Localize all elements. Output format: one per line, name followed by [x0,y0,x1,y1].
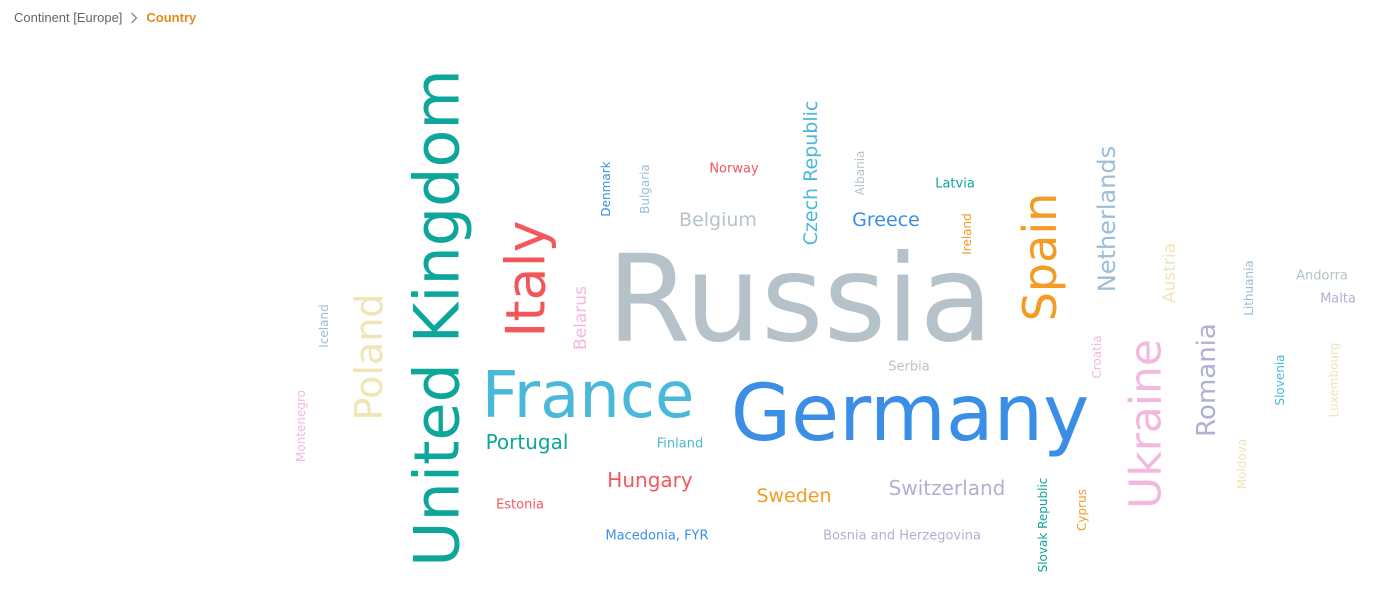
word-estonia[interactable]: Estonia [496,498,544,513]
word-slovenia[interactable]: Slovenia [1273,354,1287,405]
word-serbia[interactable]: Serbia [888,360,929,375]
word-ukraine[interactable]: Ukraine [1121,339,1172,509]
word-latvia[interactable]: Latvia [935,177,975,192]
breadcrumb: Continent [Europe] Country [14,10,196,25]
word-italy[interactable]: Italy [495,220,558,337]
word-cyprus[interactable]: Cyprus [1075,489,1089,531]
word-ireland[interactable]: Ireland [960,213,974,255]
word-romania[interactable]: Romania [1192,323,1222,437]
word-austria[interactable]: Austria [1160,243,1180,303]
word-malta[interactable]: Malta [1320,292,1356,307]
word-poland[interactable]: Poland [347,294,391,421]
word-croatia[interactable]: Croatia [1090,335,1104,378]
breadcrumb-parent-link[interactable]: Continent [Europe] [14,10,123,25]
word-switzerland[interactable]: Switzerland [889,476,1006,500]
word-bulgaria[interactable]: Bulgaria [638,164,652,214]
word-lithuania[interactable]: Lithuania [1242,260,1256,316]
breadcrumb-current: Country [146,10,197,25]
word-bosnia-and-herzegovina[interactable]: Bosnia and Herzegovina [823,529,981,544]
word-united-kingdom[interactable]: United Kingdom [401,69,474,567]
word-germany[interactable]: Germany [731,369,1090,459]
word-montenegro[interactable]: Montenegro [294,390,308,462]
chevron-right-icon [130,12,138,24]
word-albania[interactable]: Albania [853,151,867,196]
word-moldova[interactable]: Moldova [1235,439,1249,489]
word-sweden[interactable]: Sweden [756,485,831,507]
word-slovak-republic[interactable]: Slovak Republic [1036,478,1050,573]
word-portugal[interactable]: Portugal [486,430,569,454]
word-hungary[interactable]: Hungary [607,468,693,492]
word-denmark[interactable]: Denmark [599,161,613,216]
word-norway[interactable]: Norway [709,162,759,177]
word-belgium[interactable]: Belgium [679,209,757,231]
word-netherlands[interactable]: Netherlands [1093,146,1121,292]
word-iceland[interactable]: Iceland [317,304,331,347]
word-greece[interactable]: Greece [852,209,920,231]
word-andorra[interactable]: Andorra [1296,269,1348,284]
word-czech-republic[interactable]: Czech Republic [800,101,822,246]
word-luxembourg[interactable]: Luxembourg [1327,343,1341,418]
word-spain[interactable]: Spain [1013,193,1067,322]
word-france[interactable]: France [482,359,695,433]
word-belarus[interactable]: Belarus [571,286,591,350]
word-macedonia-fyr[interactable]: Macedonia, FYR [605,529,708,544]
word-russia[interactable]: Russia [607,231,993,370]
word-finland[interactable]: Finland [657,437,703,452]
